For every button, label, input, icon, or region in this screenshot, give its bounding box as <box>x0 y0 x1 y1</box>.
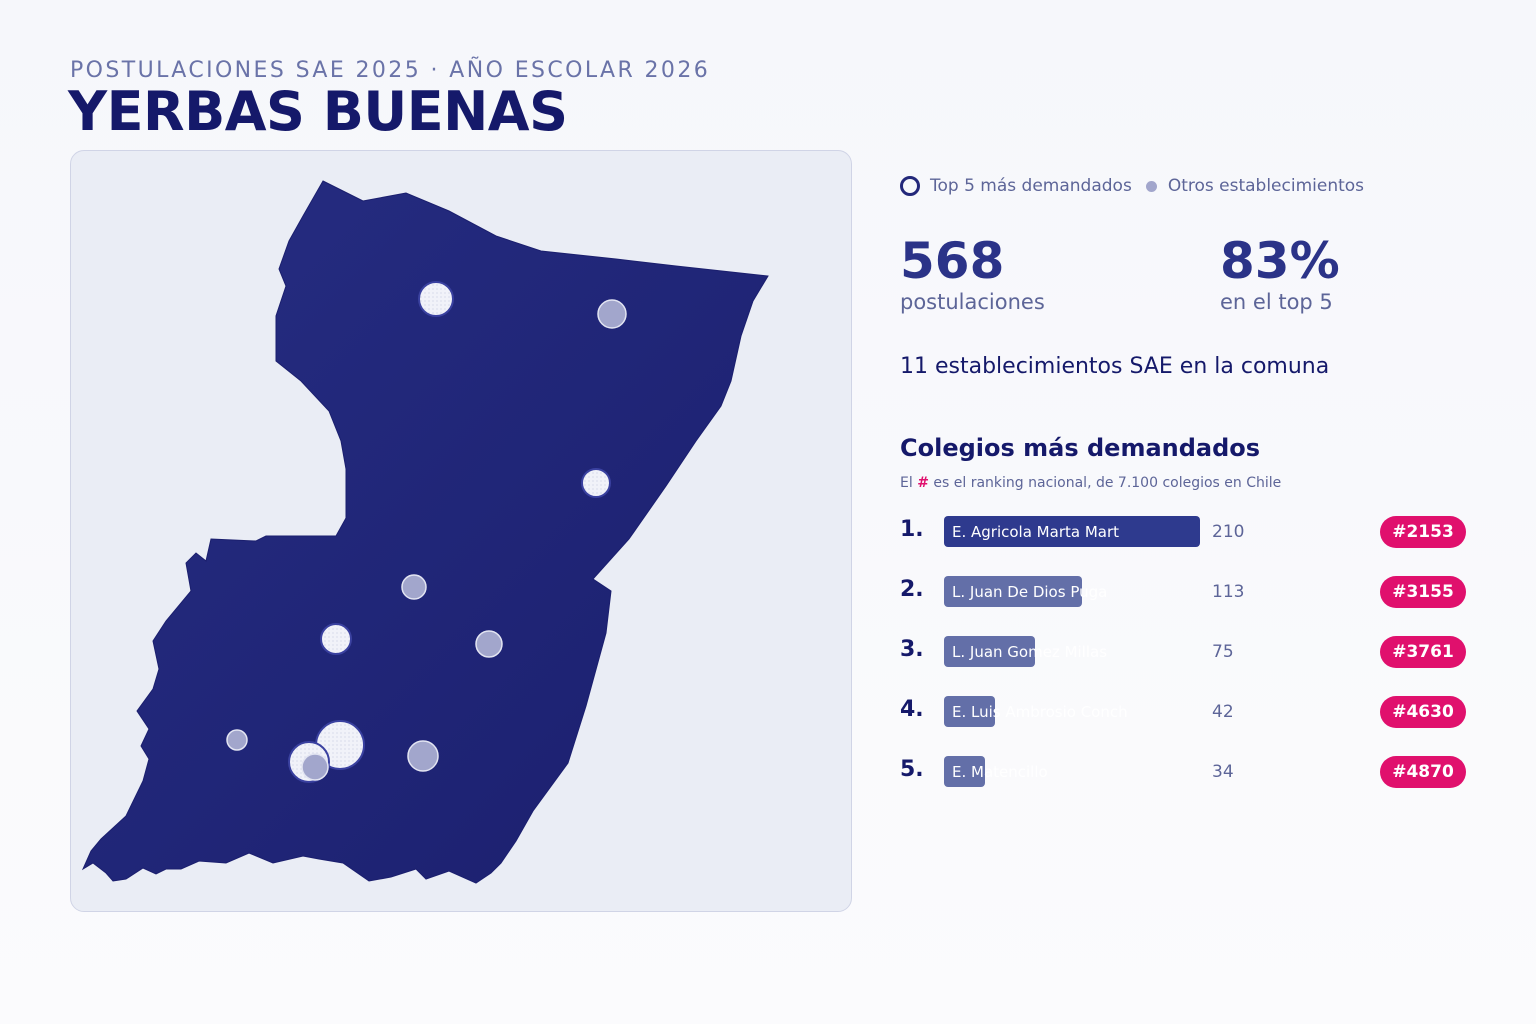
ranking-row[interactable]: 2. L. Juan De Dios Puga 113 #3155 <box>900 575 1466 609</box>
ranking-position: 5. <box>900 757 924 782</box>
commune-map <box>81 180 769 884</box>
school-marker[interactable] <box>597 299 627 329</box>
national-rank-badge: #3155 <box>1380 576 1466 608</box>
ranking-position: 4. <box>900 697 924 722</box>
national-rank-badge: #2153 <box>1380 516 1466 548</box>
ranking-bar <box>944 576 1082 607</box>
top5-share-label: en el top 5 <box>1220 290 1333 314</box>
legend-top5-label: Top 5 más demandados <box>930 176 1132 196</box>
page-title: YERBAS BUENAS <box>68 80 568 143</box>
school-name: L. Juan De Dios Puga <box>952 583 1108 601</box>
school-marker[interactable] <box>407 740 439 772</box>
ranking-position: 1. <box>900 517 924 542</box>
schools-count-line: 11 establecimientos SAE en la comuna <box>900 354 1330 379</box>
commune-boundary <box>81 180 769 884</box>
legend-others-label: Otros establecimientos <box>1167 176 1365 196</box>
national-rank-badge: #4870 <box>1380 756 1466 788</box>
ranking-bar <box>944 696 995 727</box>
map-panel[interactable] <box>70 150 852 912</box>
applications-count: 113 <box>1212 582 1245 602</box>
applications-label: postulaciones <box>900 290 1045 314</box>
ranking-row[interactable]: 3. L. Juan Gomez Millas 75 #3761 <box>900 635 1466 669</box>
school-marker[interactable] <box>401 574 427 600</box>
school-name: L. Juan Gomez Millas <box>952 643 1108 661</box>
applications-count: 210 <box>1212 522 1245 542</box>
ranking-hash-symbol: # <box>917 475 929 491</box>
national-rank-badge: #4630 <box>1380 696 1466 728</box>
ranking-bar <box>944 756 985 787</box>
ranking-subtitle-prefix: El <box>900 475 913 491</box>
ranking-title: Colegios más demandados <box>900 434 1261 462</box>
top5-ring-icon <box>900 176 920 196</box>
school-marker[interactable] <box>226 729 248 751</box>
top5-school-marker[interactable] <box>418 281 454 317</box>
school-name: E. Matencillo <box>952 763 1048 781</box>
map-legend: Top 5 más demandados Otros establecimien… <box>900 174 1364 198</box>
ranking-subtitle: El # es el ranking nacional, de 7.100 co… <box>900 475 1281 491</box>
applications-count: 34 <box>1212 762 1234 782</box>
ranking-bar <box>944 636 1035 667</box>
ranking-row[interactable]: 5. E. Matencillo 34 #4870 <box>900 755 1466 789</box>
applications-value: 568 <box>900 232 1005 290</box>
school-name: E. Luis Ambrosio Conch <box>952 703 1128 721</box>
ranking-bar <box>944 516 1200 547</box>
national-rank-badge: #3761 <box>1380 636 1466 668</box>
top5-school-marker[interactable] <box>581 468 611 498</box>
school-name: E. Agricola Marta Mart <box>952 523 1120 541</box>
applications-count: 42 <box>1212 702 1234 722</box>
top5-school-marker[interactable] <box>320 623 352 655</box>
ranking-subtitle-suffix: es el ranking nacional, de 7.100 colegio… <box>933 475 1282 491</box>
top5-share-value: 83% <box>1220 232 1340 290</box>
school-marker[interactable] <box>475 630 503 658</box>
school-marker[interactable] <box>301 753 329 781</box>
ranking-position: 3. <box>900 637 924 662</box>
page-kicker: POSTULACIONES SAE 2025 · AÑO ESCOLAR 202… <box>70 58 711 83</box>
ranking-position: 2. <box>900 577 924 602</box>
applications-count: 75 <box>1212 642 1234 662</box>
other-dot-icon <box>1145 180 1157 192</box>
ranking-row[interactable]: 4. E. Luis Ambrosio Conch 42 #4630 <box>900 695 1466 729</box>
ranking-row[interactable]: 1. E. Agricola Marta Mart 210 #2153 <box>900 515 1466 549</box>
